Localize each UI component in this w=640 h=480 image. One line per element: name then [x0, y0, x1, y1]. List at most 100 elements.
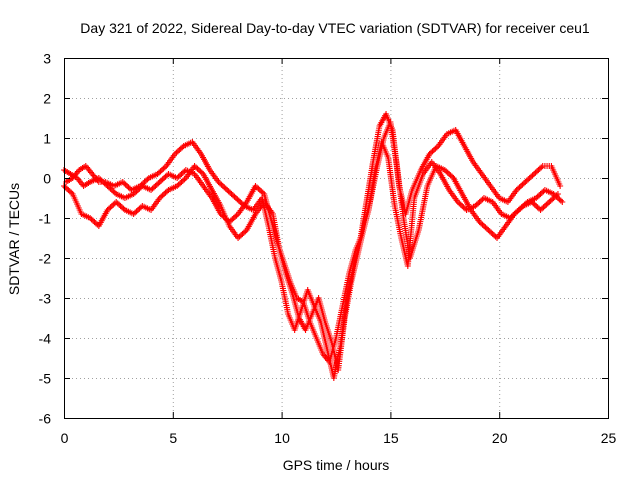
data-point-dense [237, 232, 244, 239]
data-point-dense [515, 207, 522, 213]
data-point-dense [66, 188, 73, 195]
data-point-dense [161, 191, 168, 197]
data-point-dense [195, 167, 202, 173]
data-point-dense [161, 175, 168, 181]
data-point [485, 227, 492, 233]
data-point-dense [132, 209, 139, 216]
data-point-dense [482, 224, 489, 231]
data-point-dense [430, 147, 437, 153]
data-point [522, 179, 529, 185]
data-point [224, 187, 231, 193]
data-point-dense [158, 193, 165, 200]
data-point-dense [538, 164, 545, 171]
x-tick-label: 20 [492, 430, 508, 446]
data-point-dense [117, 203, 124, 209]
data-point-dense [543, 201, 550, 208]
data-point-dense [158, 167, 165, 173]
data-point-dense [121, 180, 128, 187]
data-point-dense [174, 148, 181, 155]
data-point-dense [178, 179, 185, 185]
data-point-dense [444, 169, 451, 176]
axis-ticks: 0 5 10 15 20 25 -6 -5 -4 -3 -2 -1 0 1 2 3 [39, 51, 617, 447]
data-point-dense [538, 205, 545, 212]
data-point-dense [177, 180, 184, 187]
data-point [559, 199, 566, 205]
data-point-dense [228, 191, 235, 197]
data-point-dense [475, 200, 482, 207]
data-point-dense [433, 144, 440, 151]
data-point-dense [219, 183, 226, 189]
data-point-dense [92, 220, 99, 227]
data-point-dense [158, 177, 165, 184]
data-point-dense [529, 172, 536, 179]
data-point-dense [525, 176, 532, 183]
y-tick-label: -3 [39, 291, 52, 307]
data-point-dense [232, 213, 239, 220]
data-point-dense [256, 187, 263, 193]
data-point-dense [221, 184, 228, 191]
data-point-dense [557, 197, 564, 204]
data-point-dense [160, 165, 167, 172]
y-tick-label: -4 [39, 331, 52, 347]
data-point-dense [536, 165, 543, 172]
data-point-dense [556, 196, 563, 203]
y-tick-label: -1 [39, 211, 52, 227]
data-point-dense [153, 181, 160, 188]
data-point-dense [181, 176, 188, 183]
data-point-dense [526, 175, 533, 181]
data-point [554, 191, 561, 197]
data-point-dense [528, 173, 535, 180]
data-point-dense [541, 203, 548, 209]
data-point-dense [216, 180, 223, 187]
data-point-dense [108, 203, 115, 209]
y-tick-label: -5 [39, 371, 52, 387]
data-point-dense [491, 232, 498, 239]
data-point-dense [432, 145, 439, 152]
data-point [531, 171, 538, 177]
data-point-dense [119, 204, 126, 211]
data-point-dense [114, 200, 121, 207]
y-tick-label: -2 [39, 251, 52, 267]
data-point-dense [233, 212, 240, 219]
data-point-dense [230, 215, 237, 221]
data-point-dense [534, 204, 541, 211]
data-point-dense [520, 180, 527, 187]
data-point-dense [536, 192, 543, 199]
data-point-dense [227, 189, 234, 196]
data-point-dense [544, 200, 551, 207]
data-point-dense [547, 197, 554, 204]
data-point-dense [514, 208, 521, 215]
series-track-a [61, 139, 566, 365]
data-point-dense [176, 147, 183, 153]
data-point-dense [178, 171, 185, 177]
data-point-dense [478, 197, 485, 204]
data-point-dense [107, 204, 114, 211]
data-point-dense [478, 220, 485, 227]
data-point-dense [157, 168, 164, 175]
data-point-dense [533, 168, 540, 175]
x-tick-label: 5 [169, 430, 177, 446]
data-point-dense [237, 199, 244, 205]
data-point-dense [457, 201, 464, 208]
data-point-dense [537, 191, 544, 197]
y-tick-label: 1 [43, 131, 51, 147]
plot-frame [64, 58, 609, 419]
data-point-dense [240, 229, 247, 236]
data-point-dense [230, 192, 236, 199]
data-point-dense [110, 201, 117, 208]
data-point-dense [162, 189, 169, 196]
data-point-dense [159, 192, 166, 199]
data-point-dense [480, 223, 487, 229]
y-tick-label: 3 [43, 51, 51, 67]
data-point-dense [517, 205, 524, 212]
data-point-dense [460, 204, 467, 211]
y-tick-label: 2 [43, 91, 51, 107]
x-tick-label: 0 [61, 430, 69, 446]
data-point-dense [159, 176, 166, 183]
data-point-dense [519, 181, 526, 188]
data-point-dense [258, 188, 265, 195]
y-tick-label: 0 [43, 171, 51, 187]
data-point [557, 183, 564, 189]
data-point-dense [155, 180, 162, 187]
